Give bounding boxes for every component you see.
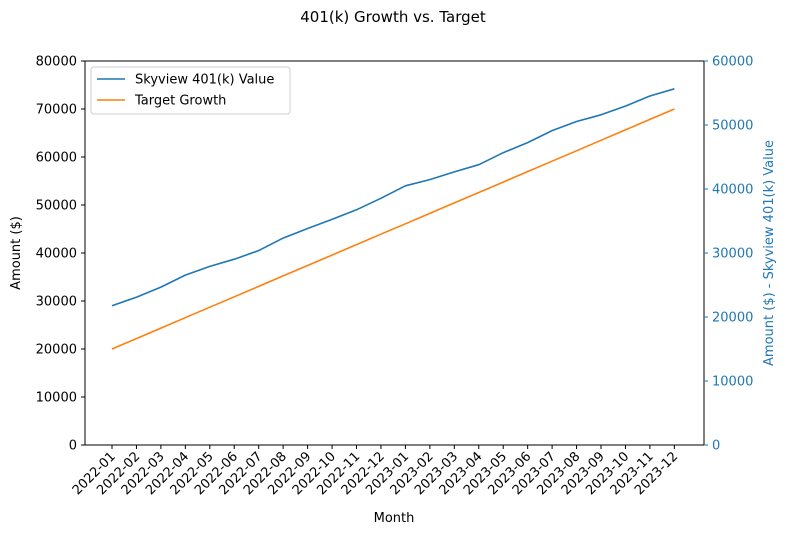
chart-title: 401(k) Growth vs. Target: [300, 8, 486, 26]
y-tick-label: 0: [69, 439, 77, 454]
y-axis-title: Amount ($): [9, 216, 24, 290]
legend-box: [90, 66, 291, 115]
series-line-skyview-401k-value: [111, 88, 675, 307]
y-tick-label: 30000: [36, 295, 77, 310]
y-tick-label: 10000: [36, 391, 77, 406]
y-tick-label: 20000: [36, 343, 77, 358]
y2-tick-label: 50000: [712, 119, 753, 134]
legend-label: Target Growth: [134, 94, 226, 109]
y-tick-label: 60000: [36, 151, 77, 166]
legend: Skyview 401(k) Value Target Growth: [90, 66, 291, 115]
series-line-target-growth: [111, 108, 675, 350]
plot-frame: [84, 60, 705, 446]
plot-area: 0 10000 20000 30000 40000 50000 60000 70000 8000…: [36, 55, 754, 499]
y2-tick-label: 40000: [712, 183, 753, 198]
x-axis-title: Month: [374, 511, 415, 526]
y-tick-label: 40000: [36, 247, 77, 262]
y2-tick-label: 30000: [712, 247, 753, 262]
y-tick-label: 80000: [36, 55, 77, 70]
y2-tick-label: 10000: [712, 375, 753, 390]
y-tick-label: 70000: [36, 103, 77, 118]
legend-label: Skyview 401(k) Value: [135, 73, 274, 88]
y2-tick-label: 20000: [712, 311, 753, 326]
y2-axis-title: Amount ($) - Skyview 401(k) Value: [762, 140, 777, 366]
y2-tick-label: 60000: [712, 55, 753, 70]
y-tick-label: 50000: [36, 199, 77, 214]
y2-tick-label: 0: [712, 439, 720, 454]
